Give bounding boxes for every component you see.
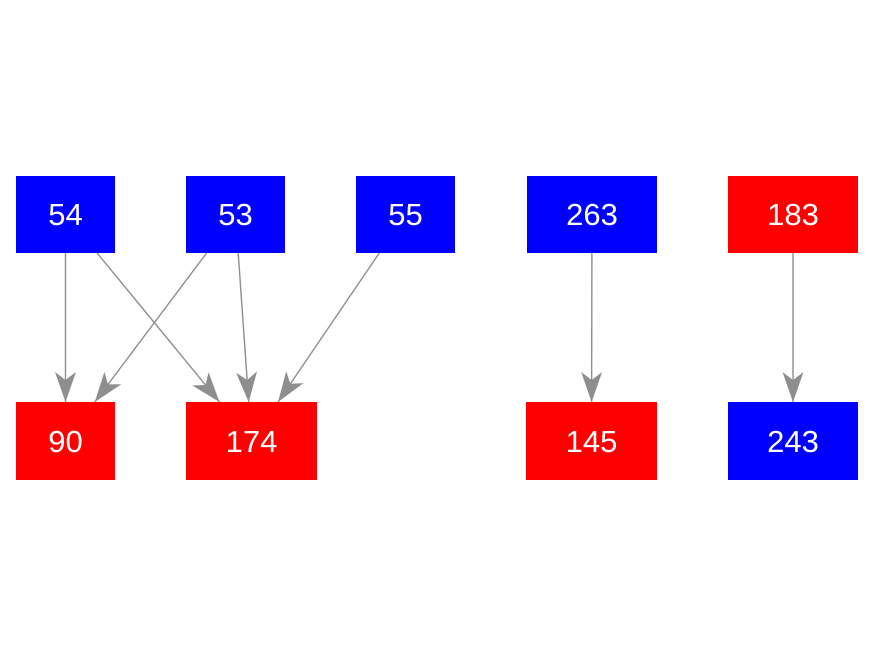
node-label: 90 xyxy=(48,423,83,459)
edge-54-to-174 xyxy=(96,252,221,403)
node-243[interactable]: 243 xyxy=(728,402,858,480)
edge-53-to-174 xyxy=(236,252,258,403)
node-label: 183 xyxy=(767,197,819,232)
edge-55-to-174 xyxy=(277,252,380,403)
node-label: 243 xyxy=(767,423,819,459)
node-54[interactable]: 54 xyxy=(16,176,115,253)
node-label: 263 xyxy=(566,197,618,232)
node-label: 53 xyxy=(218,197,253,232)
node-label: 55 xyxy=(388,197,423,232)
node-label: 54 xyxy=(48,197,83,232)
node-55[interactable]: 55 xyxy=(356,176,455,253)
node-label: 174 xyxy=(225,423,278,459)
node-90[interactable]: 90 xyxy=(16,402,115,480)
node-174[interactable]: 174 xyxy=(186,402,317,480)
edge-53-to-90 xyxy=(94,252,208,403)
node-183[interactable]: 183 xyxy=(728,176,858,253)
node-263[interactable]: 263 xyxy=(527,176,657,253)
node-53[interactable]: 53 xyxy=(186,176,285,253)
node-145[interactable]: 145 xyxy=(526,402,657,480)
node-label: 145 xyxy=(565,423,618,459)
